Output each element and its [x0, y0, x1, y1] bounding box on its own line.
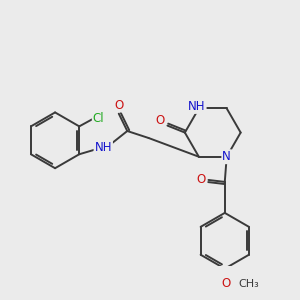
Text: O: O	[114, 99, 123, 112]
Text: NH: NH	[188, 100, 206, 113]
Text: O: O	[156, 114, 165, 128]
Text: O: O	[221, 277, 230, 290]
Text: NH: NH	[94, 141, 112, 154]
Text: N: N	[222, 150, 231, 163]
Text: O: O	[196, 173, 206, 187]
Text: CH₃: CH₃	[238, 279, 259, 289]
Text: Cl: Cl	[93, 112, 104, 125]
